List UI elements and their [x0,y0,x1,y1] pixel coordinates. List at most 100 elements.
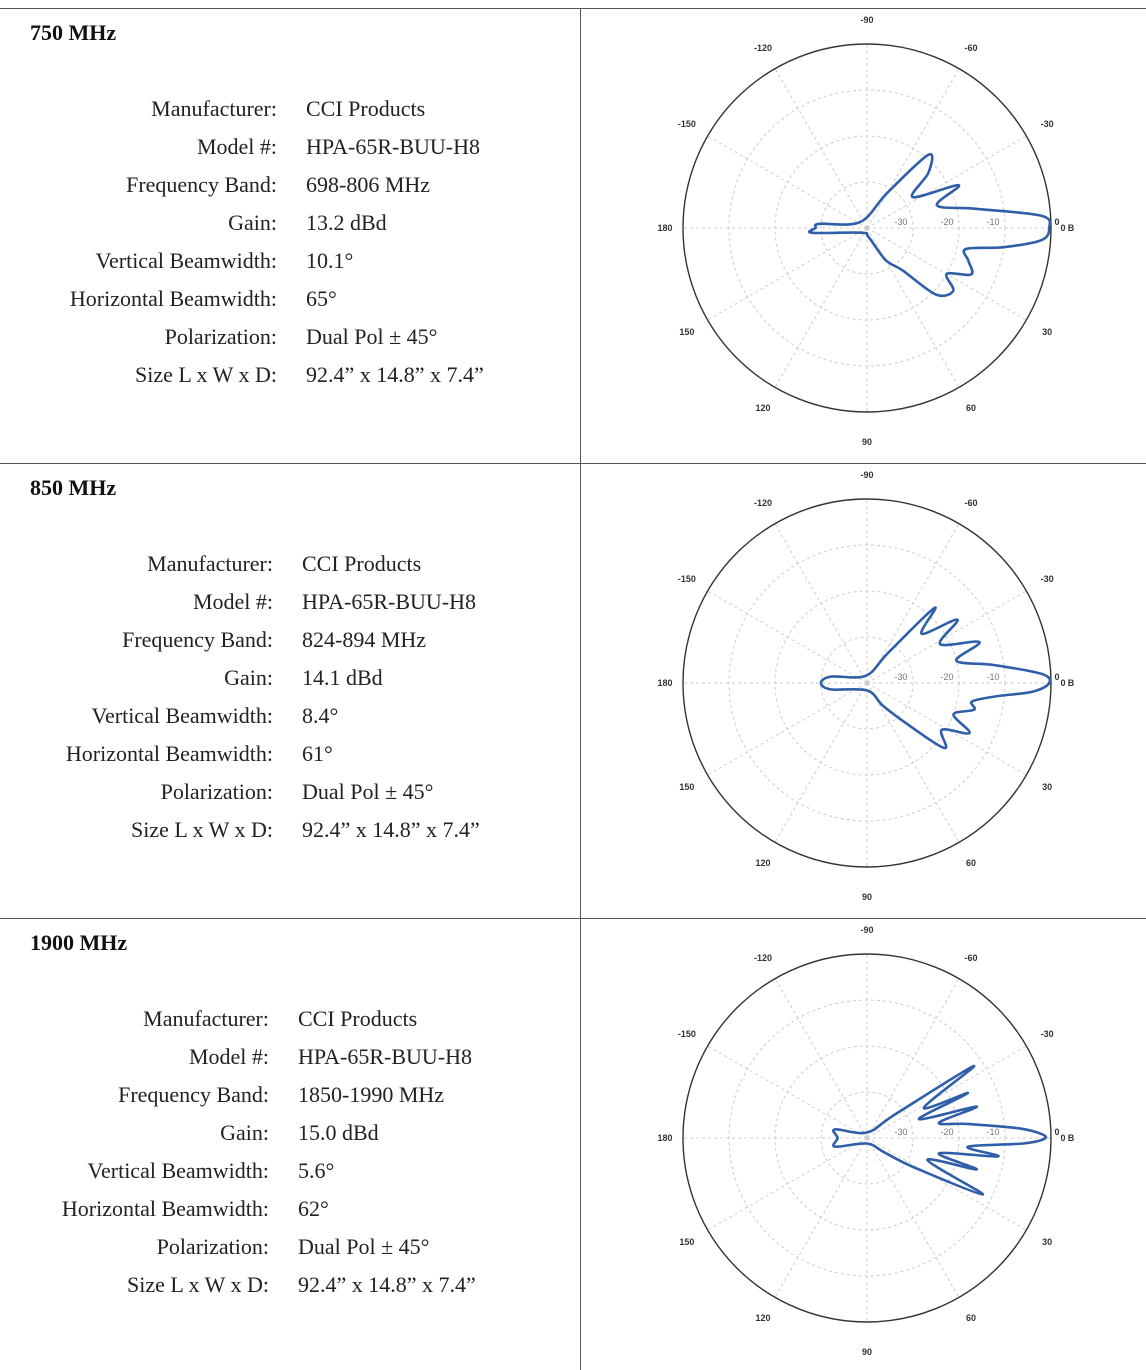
table-row-divider [0,918,1146,919]
spec-row-size: Size L x W x D: 92.4” x 14.8” x 7.4” [0,817,580,847]
spec-value: 61° [302,741,333,766]
spec-label: Polarization: [164,324,277,349]
spec-row-frequency-band: Frequency Band: 1850-1990 MHz [0,1082,580,1112]
spec-row-vertical-beamwidth: Vertical Beamwidth: 5.6° [0,1158,580,1188]
angle-label: 30 [1042,782,1052,792]
angle-label: -90 [860,470,873,480]
grid-spoke [866,1137,960,1298]
spec-row-gain: Gain: 13.2 dBd [0,210,580,240]
grid-spoke [866,1137,1027,1231]
radiation-pattern-1900: -90 -120 -60 -150 -30 180 0 150 30 120 60 90 -30 -20 -… [581,919,1145,1370]
spec-value: CCI Products [302,551,422,576]
angle-label: 0 [1060,1133,1065,1143]
spec-label: Horizontal Beamwidth: [65,741,273,766]
angle-label: 90 [862,892,872,902]
spec-label: Vertical Beamwidth: [95,248,277,273]
spec-value: Dual Pol ± 45° [298,1234,430,1259]
spec-label: Horizontal Beamwidth: [61,1196,269,1221]
angle-label: 30 [1042,1237,1052,1247]
angle-label: -120 [754,43,772,53]
spec-value: Dual Pol ± 45° [302,779,434,804]
spec-row-size: Size L x W x D: 92.4” x 14.8” x 7.4” [0,362,580,392]
spec-value: 92.4” x 14.8” x 7.4” [306,362,484,387]
angle-label: 0 [1060,223,1065,233]
ring-label: -30 [894,217,907,227]
grid-spoke [774,682,868,843]
spec-row-manufacturer: Manufacturer: CCI Products [0,1006,580,1036]
angle-label: 120 [755,858,770,868]
ring-label: -20 [940,1127,953,1137]
ring-label: -10 [986,1127,999,1137]
angle-label: -90 [860,15,873,25]
spec-row-frequency-band: Frequency Band: 824-894 MHz [0,627,580,657]
spec-value: CCI Products [306,96,426,121]
angle-label: 150 [679,327,694,337]
polar-plot-svg: -90 -120 -60 -150 -30 180 0 150 30 120 60 90 -30 -20 -… [657,15,1074,447]
spec-row-size: Size L x W x D: 92.4” x 14.8” x 7.4” [0,1272,580,1302]
grid-spoke [707,590,868,684]
spec-label: Frequency Band: [118,1082,269,1107]
spec-row-polarization: Polarization: Dual Pol ± 45° [0,779,580,809]
spec-value: 10.1° [306,248,354,273]
angle-label: -60 [964,953,977,963]
angle-label: 120 [755,1313,770,1323]
radiation-pattern-curve [832,1064,1048,1196]
grid-spoke [774,1137,868,1298]
grid-spoke [774,68,868,229]
ring-label: 0 [1054,217,1059,227]
grid-spoke [866,590,1027,684]
spec-label: Manufacturer: [147,551,273,576]
band-title: 750 MHz [30,20,117,45]
grid-ring [820,1091,914,1185]
ring-label: -30 [894,1127,907,1137]
spec-label: Manufacturer: [151,96,277,121]
spec-label: Size L x W x D: [127,1272,269,1297]
db-unit-label: B [1068,678,1075,688]
angle-label: -150 [678,119,696,129]
grid-spoke [707,135,868,229]
spec-value: 8.4° [302,703,339,728]
grid-spoke [774,227,868,388]
grid-spoke [707,1045,868,1139]
grid-spoke [866,135,1027,229]
outer-circle [682,953,1052,1323]
spec-row-model: Model #: HPA-65R-BUU-H8 [0,134,580,164]
ring-label: -10 [986,217,999,227]
spec-label: Frequency Band: [122,627,273,652]
spec-value: 62° [298,1196,329,1221]
spec-value: HPA-65R-BUU-H8 [306,134,480,159]
radiation-pattern-850: -90 -120 -60 -150 -30 180 0 150 30 120 60 90 -30 -20 -… [581,464,1145,917]
db-unit-label: B [1068,1133,1075,1143]
spec-row-vertical-beamwidth: Vertical Beamwidth: 8.4° [0,703,580,733]
spec-label: Polarization: [156,1234,269,1259]
spec-label: Model #: [196,134,277,159]
spec-row-vertical-beamwidth: Vertical Beamwidth: 10.1° [0,248,580,278]
spec-row-horizontal-beamwidth: Horizontal Beamwidth: 65° [0,286,580,316]
spec-row-model: Model #: HPA-65R-BUU-H8 [0,1044,580,1074]
spec-row-manufacturer: Manufacturer: CCI Products [0,96,580,126]
angle-label: -60 [964,498,977,508]
angle-label: 180 [657,223,672,233]
angle-label: 120 [755,403,770,413]
spec-label: Vertical Beamwidth: [91,703,273,728]
angle-label: 180 [657,1133,672,1143]
angle-label: 60 [966,1313,976,1323]
spec-label: Frequency Band: [126,172,277,197]
angle-label: 60 [966,403,976,413]
angle-label: 150 [679,1237,694,1247]
spec-value: 92.4” x 14.8” x 7.4” [298,1272,476,1297]
spec-row-model: Model #: HPA-65R-BUU-H8 [0,589,580,619]
radiation-pattern-curve [819,606,1052,750]
angle-label: -150 [678,1029,696,1039]
angle-label: -150 [678,574,696,584]
grid-ring [820,181,914,275]
polar-plot-svg: -90 -120 -60 -150 -30 180 0 150 30 120 60 90 -30 -20 -… [657,925,1075,1357]
spec-value: 15.0 dBd [298,1120,379,1145]
angle-label: -90 [860,925,873,935]
spec-label: Manufacturer: [143,1006,269,1031]
spec-label: Size L x W x D: [135,362,277,387]
ring-label: 0 [1054,1127,1059,1137]
spec-row-horizontal-beamwidth: Horizontal Beamwidth: 61° [0,741,580,771]
spec-label: Gain: [228,210,277,235]
